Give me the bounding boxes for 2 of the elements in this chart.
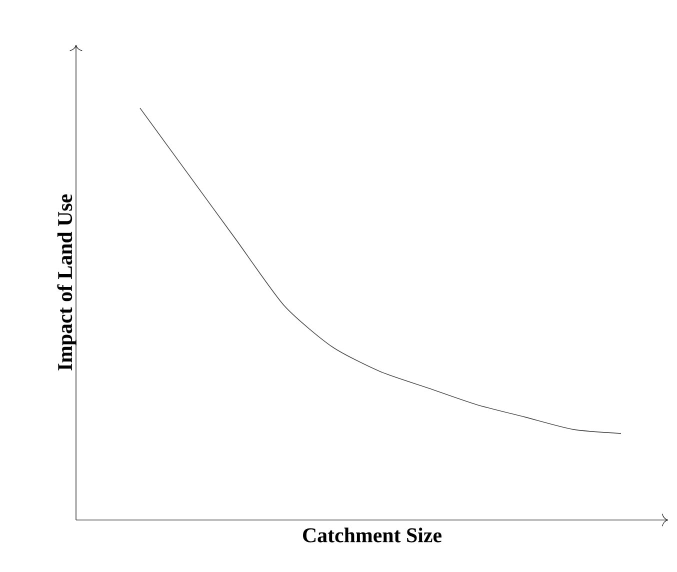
y-axis-title: Impact of Land Use (57, 194, 76, 370)
x-axis-title: Catchment Size (303, 528, 442, 542)
